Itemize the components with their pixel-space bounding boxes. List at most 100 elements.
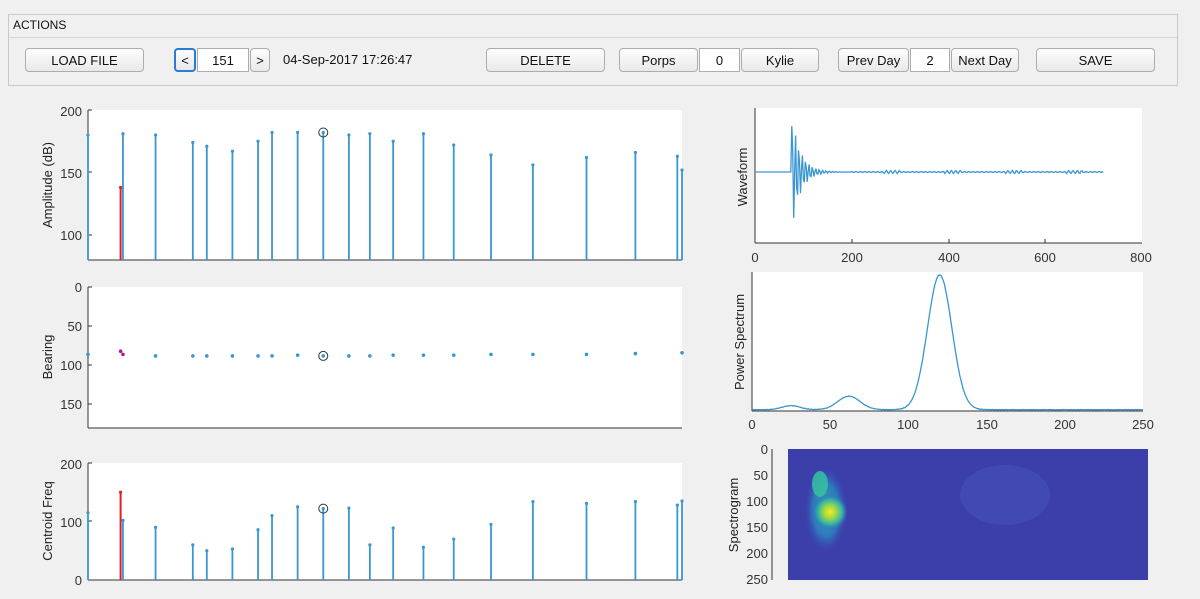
stem-point[interactable] [452, 537, 456, 541]
load-file-button[interactable]: LOAD FILE [25, 48, 144, 72]
stem-point[interactable] [421, 545, 426, 549]
stem-point[interactable] [347, 133, 351, 137]
stem-point[interactable] [675, 154, 679, 158]
stem-point[interactable] [153, 525, 158, 529]
porps-button[interactable]: Porps [619, 48, 698, 72]
stem-point[interactable] [86, 511, 90, 515]
bearing-point[interactable] [584, 352, 589, 357]
stem-point[interactable] [584, 155, 589, 160]
next-day-button[interactable]: Next Day [951, 48, 1019, 72]
stem-point[interactable] [230, 149, 235, 153]
stem-point[interactable] [256, 528, 260, 532]
stem-point[interactable] [452, 143, 456, 147]
bearing-point[interactable] [321, 354, 326, 358]
stem-point[interactable] [205, 144, 209, 148]
amplitude-chart[interactable]: 200 150 100 Amplitude (dB) [40, 104, 684, 261]
bearing-point[interactable] [531, 352, 535, 357]
bearing-point[interactable] [191, 354, 195, 358]
bearing-point[interactable] [86, 352, 90, 357]
waveform-ylabel: Waveform [735, 148, 750, 207]
bearing-point[interactable] [153, 354, 158, 358]
stem-point[interactable] [296, 130, 300, 135]
stem-point[interactable] [119, 490, 123, 494]
bearing-plot-area[interactable] [88, 287, 682, 428]
spectrogram-image[interactable] [788, 449, 1148, 580]
stem-point[interactable] [191, 543, 195, 547]
stem-point[interactable] [368, 543, 372, 547]
selected-click-marker [318, 350, 329, 361]
stem-point[interactable] [391, 139, 395, 143]
stem-point[interactable] [121, 132, 125, 136]
waveform-chart[interactable]: 0 200 400 600 800 Waveform [735, 108, 1152, 265]
stem-point[interactable] [584, 501, 589, 505]
bearing-point[interactable] [230, 354, 235, 358]
stem-point[interactable] [270, 130, 274, 135]
next-click-button[interactable]: > [250, 48, 270, 72]
bearing-point[interactable] [421, 353, 426, 357]
bearing-point[interactable] [680, 351, 684, 355]
stem-point[interactable] [347, 506, 351, 510]
stem-point[interactable] [205, 549, 209, 553]
bearing-point[interactable] [451, 353, 456, 357]
bearing-point[interactable] [121, 352, 125, 357]
stem-point[interactable] [153, 133, 158, 137]
stem-point[interactable] [119, 185, 123, 190]
delete-button[interactable]: DELETE [486, 48, 605, 72]
bearing-point[interactable] [347, 354, 351, 358]
stem-point[interactable] [256, 139, 260, 143]
bearing-point[interactable] [368, 354, 372, 358]
stem-point[interactable] [421, 132, 426, 136]
waveform-plot-area[interactable] [755, 108, 1142, 243]
spectrogram-chart[interactable]: 0 50 100 150 200 250 Spectrogram [726, 442, 1148, 587]
stem-point[interactable] [86, 133, 90, 137]
stem-point[interactable] [191, 140, 195, 145]
bearing-point[interactable] [391, 353, 395, 357]
stem-point[interactable] [489, 153, 493, 157]
spectrogram-ytick-0: 0 [761, 442, 768, 457]
stem-point[interactable] [531, 500, 535, 504]
centroid-chart[interactable]: 200 100 0 Centroid Freq [40, 457, 684, 588]
amplitude-plot-area[interactable] [88, 110, 682, 260]
stem-point[interactable] [531, 163, 535, 167]
stem-point[interactable] [633, 500, 638, 504]
stem-point[interactable] [489, 522, 493, 527]
power-spectrum-plot-area[interactable] [752, 272, 1143, 411]
bearing-point[interactable] [118, 349, 123, 354]
bearing-point[interactable] [256, 354, 260, 358]
centroid-plot-area[interactable] [88, 463, 682, 580]
bearing-point[interactable] [295, 353, 300, 357]
save-button[interactable]: SAVE [1036, 48, 1155, 72]
stem-point[interactable] [368, 132, 372, 136]
bearing-point[interactable] [633, 351, 638, 356]
click-index-field[interactable]: 151 [197, 48, 249, 72]
stem-point[interactable] [680, 168, 684, 172]
stem-point[interactable] [633, 150, 638, 155]
stem-point[interactable] [391, 526, 395, 530]
kylie-button[interactable]: Kylie [741, 48, 819, 72]
prev-click-button[interactable]: < [174, 48, 196, 72]
bearing-tick-100: 100 [60, 358, 82, 373]
stem-point[interactable] [680, 499, 684, 503]
amplitude-ylabel: Amplitude (dB) [40, 142, 55, 228]
bearing-point[interactable] [270, 354, 274, 358]
porps-count-field[interactable]: 0 [699, 48, 740, 72]
stem-point[interactable] [121, 518, 125, 522]
stem-point[interactable] [296, 505, 300, 509]
waveform-xtick-0: 0 [751, 250, 758, 265]
day-field[interactable]: 2 [910, 48, 950, 72]
stem-point[interactable] [675, 503, 679, 507]
spectrogram-ytick-150: 150 [746, 520, 768, 535]
bearing-point[interactable] [489, 352, 493, 357]
prev-day-button[interactable]: Prev Day [838, 48, 909, 72]
panel-title: ACTIONS [13, 18, 67, 32]
bearing-point[interactable] [205, 354, 209, 358]
amplitude-tick-100: 100 [60, 228, 82, 243]
stem-point[interactable] [230, 547, 235, 551]
selected-click-marker [318, 127, 329, 138]
stem-point[interactable] [321, 130, 325, 135]
power-spectrum-chart[interactable]: 0 50 100 150 200 250 Power Spectrum [732, 272, 1154, 432]
waveform-xtick-600: 600 [1034, 250, 1056, 265]
bearing-chart[interactable]: 0 50 100 150 Bearing [40, 280, 684, 429]
stem-point[interactable] [321, 507, 325, 511]
stem-point[interactable] [270, 514, 274, 518]
